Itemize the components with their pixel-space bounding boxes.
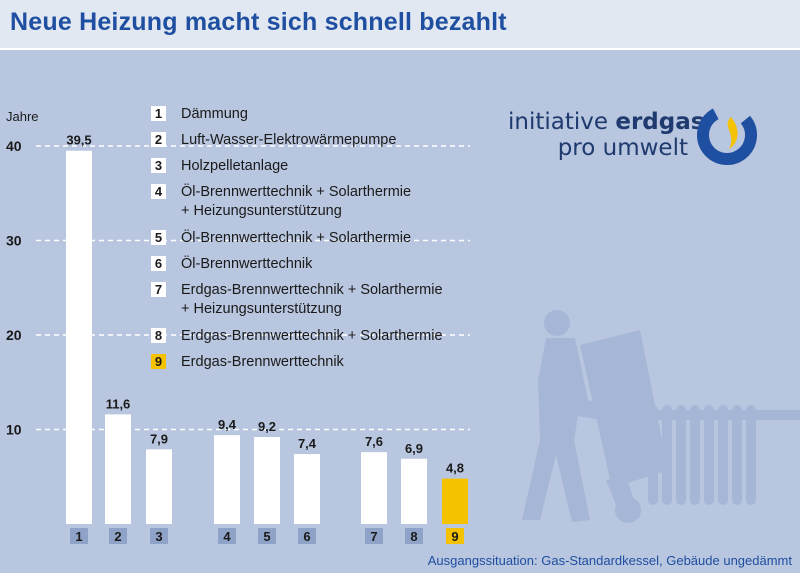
category-labels: 1 2 3 4 5 6 7 8 9: [70, 528, 464, 544]
category-box: [365, 528, 383, 544]
bar-value-label: 4,8: [446, 461, 464, 476]
title-bar: Neue Heizung macht sich schnell bezahlt: [0, 0, 800, 48]
page-title: Neue Heizung macht sich schnell bezahlt: [10, 8, 507, 36]
bar-value-label: 11,6: [106, 396, 131, 411]
legend-label: Erdgas-Brennwerttechnik: [181, 353, 344, 372]
category-label: 6: [303, 529, 310, 544]
legend-number: 5: [151, 230, 166, 245]
y-tick-label: 40: [6, 138, 22, 154]
y-ticks: 10 20 30 40: [6, 138, 22, 438]
legend-label-line: Holzpelletanlage: [181, 158, 289, 174]
legend-label-line: Erdgas-Brennwerttechnik + Solarthermie: [181, 282, 443, 298]
bar: [361, 452, 387, 524]
category-box: [258, 528, 276, 544]
category-label: 4: [223, 529, 231, 544]
legend-number: 2: [151, 132, 166, 147]
legend-number: 6: [151, 256, 166, 271]
category-box: [446, 528, 464, 544]
bars: 39,5 11,6 7,9 9,4 9,2 7,4 7,6 6,9 4,8: [66, 133, 468, 524]
legend-number: 8: [151, 328, 166, 343]
category-box: [405, 528, 423, 544]
legend-label-line: Luft-Wasser-Elektrowärmepumpe: [181, 132, 397, 148]
category-label: 7: [370, 529, 377, 544]
bar: [146, 449, 172, 524]
bar-value-label: 9,2: [258, 419, 276, 434]
legend-label: Erdgas-Brennwerttechnik + Solarthermie + …: [181, 281, 443, 319]
bar-value-label: 9,4: [218, 417, 237, 432]
legend-label-line: Erdgas-Brennwerttechnik: [181, 354, 344, 370]
legend-label: Erdgas-Brennwerttechnik + Solarthermie: [181, 327, 443, 346]
legend-number: 1: [151, 106, 166, 121]
category-label: 5: [263, 529, 270, 544]
y-tick-label: 20: [6, 327, 22, 343]
legend-number: 7: [151, 282, 166, 297]
brand-line2: pro umwelt: [557, 135, 688, 161]
bar: [442, 478, 468, 524]
legend-label: Öl-Brennwerttechnik + Solarthermie: [181, 229, 411, 248]
legend-label-line: Öl-Brennwerttechnik + Solarthermie: [181, 184, 412, 200]
legend-label-line: Öl-Brennwerttechnik + Solarthermie: [181, 230, 412, 246]
legend-label-line: Dämmung: [181, 106, 248, 122]
category-box: [218, 528, 236, 544]
bar: [294, 454, 320, 524]
bar-value-label: 7,9: [150, 431, 168, 446]
legend-number: 9: [151, 354, 166, 369]
erdgas-flame-logo-icon: [697, 105, 757, 165]
bar-value-label: 7,4: [298, 436, 317, 451]
bar: [214, 435, 240, 524]
legend-label-line: Erdgas-Brennwerttechnik + Solarthermie: [181, 328, 443, 344]
legend-label: Holzpelletanlage: [181, 157, 288, 176]
category-box: [109, 528, 127, 544]
category-box: [298, 528, 316, 544]
bar: [401, 458, 427, 524]
legend-number: 4: [151, 184, 166, 199]
legend-label-line: Öl-Brennwerttechnik: [181, 256, 313, 272]
footnote: Ausgangssituation: Gas-Standardkessel, G…: [427, 553, 792, 568]
bar: [66, 150, 92, 524]
y-axis-label: Jahre: [6, 109, 39, 124]
category-label: 9: [451, 529, 458, 544]
title-divider: [0, 48, 800, 50]
brand-word1: initiative: [508, 109, 609, 135]
category-label: 8: [410, 529, 417, 544]
category-box: [150, 528, 168, 544]
category-label: 2: [114, 529, 121, 544]
y-tick-label: 10: [6, 422, 22, 438]
bar: [105, 414, 131, 524]
legend-number: 3: [151, 158, 166, 173]
legend-label-line: + Heizungsunterstützung: [181, 301, 342, 317]
legend-label-line: + Heizungsunterstützung: [181, 203, 342, 219]
bar-value-label: 7,6: [365, 434, 383, 449]
category-label: 1: [75, 529, 82, 544]
bar: [254, 437, 280, 524]
legend-label: Öl-Brennwerttechnik: [181, 255, 312, 274]
category-label: 3: [155, 529, 162, 544]
bar-value-label: 6,9: [405, 441, 423, 456]
legend-label: Dämmung: [181, 105, 248, 124]
brand-word2: erdgas: [615, 109, 705, 135]
y-tick-label: 30: [6, 233, 22, 249]
legend-label: Luft-Wasser-Elektrowärmepumpe: [181, 131, 396, 150]
bar-value-label: 39,5: [66, 133, 91, 148]
brand-wordmark: initiative erdgas pro umwelt: [508, 109, 704, 161]
category-box: [70, 528, 88, 544]
worker-silhouette-illustration: [522, 310, 800, 523]
legend-label: Öl-Brennwerttechnik + Solarthermie + Heiz…: [181, 183, 411, 221]
